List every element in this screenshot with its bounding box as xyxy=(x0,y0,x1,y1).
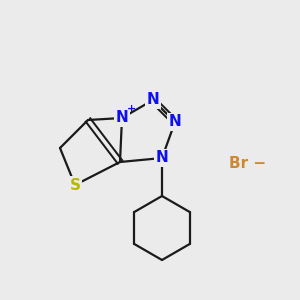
Text: N: N xyxy=(116,110,128,125)
Text: S: S xyxy=(70,178,80,193)
Text: N: N xyxy=(156,151,168,166)
Text: N: N xyxy=(169,115,182,130)
Text: N: N xyxy=(147,92,159,107)
Text: Br −: Br − xyxy=(230,155,267,170)
Text: +: + xyxy=(128,104,136,114)
